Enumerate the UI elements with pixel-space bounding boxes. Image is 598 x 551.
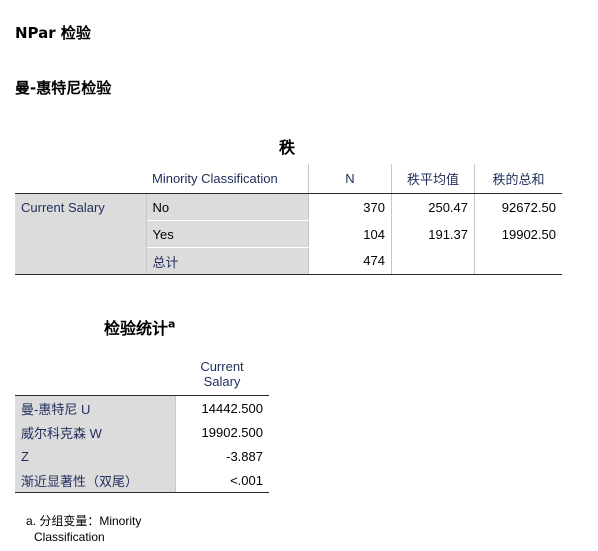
test-stats-title-text: 检验统计 xyxy=(104,319,169,338)
stat-value: -3.887 xyxy=(226,448,263,464)
header-empty-cell xyxy=(15,164,146,194)
n-value: 370 xyxy=(308,193,392,221)
stat-value: 14442.500 xyxy=(201,400,263,416)
ranks-table-title: 秩 xyxy=(279,138,296,157)
header-current-salary-cell: Current Salary xyxy=(175,352,269,396)
test-stats-table[interactable]: Current Salary 曼-惠特尼 U 14442.500 威尔科克森 W… xyxy=(15,352,269,493)
test-stats-title: 检验统计a xyxy=(104,315,175,339)
stat-label: 曼-惠特尼 U xyxy=(15,395,176,420)
total-label: 总计 xyxy=(146,247,309,275)
mean-rank-value: 250.47 xyxy=(391,193,475,221)
header-line: Current xyxy=(200,358,244,374)
table-row: 渐近显著性（双尾） <.001 xyxy=(15,468,269,493)
test-subtitle: 曼-惠特尼检验 xyxy=(15,79,112,97)
output-title: NPar 检验 xyxy=(15,24,91,42)
n-value: 104 xyxy=(308,220,392,248)
header-group-cell: Minority Classification xyxy=(146,164,309,194)
header-empty-cell xyxy=(15,352,175,396)
table-row: Z -3.887 xyxy=(15,444,269,468)
footnote-line: a. 分组变量：Minority xyxy=(26,514,142,528)
header-sum-ranks-cell: 秩的总和 xyxy=(474,164,562,194)
stat-value: <.001 xyxy=(175,468,269,493)
n-value: 474 xyxy=(308,247,392,275)
stat-label: Z xyxy=(15,444,176,468)
header-line: Salary xyxy=(203,373,241,389)
header-n-cell: N xyxy=(308,164,392,194)
stat-label: 威尔科克森 W xyxy=(15,420,176,444)
stat-label: 渐近显著性（双尾） xyxy=(15,468,176,493)
table-row-total: 总计 474 xyxy=(15,247,562,275)
sum-ranks-value xyxy=(474,247,562,275)
footnote-line: Classification xyxy=(34,530,105,544)
stat-value: 19902.500 xyxy=(201,424,263,440)
variable-spacer xyxy=(15,220,147,248)
table-row: Yes 104 191.37 19902.50 xyxy=(15,220,562,248)
table-row: 威尔科克森 W 19902.500 xyxy=(15,420,269,444)
mean-rank-value xyxy=(391,247,475,275)
ranks-header-row: Minority Classification N 秩平均值 秩的总和 xyxy=(15,164,562,194)
variable-spacer xyxy=(15,247,147,275)
group-label: Yes xyxy=(146,220,309,248)
group-label: No xyxy=(146,193,309,221)
table-row: 曼-惠特尼 U 14442.500 xyxy=(15,395,269,420)
sum-ranks-value: 19902.50 xyxy=(501,226,556,242)
test-stats-header-row: Current Salary xyxy=(15,352,269,396)
footnote: a. 分组变量：Minority Classification xyxy=(26,513,141,545)
header-mean-rank-cell: 秩平均值 xyxy=(391,164,475,194)
ranks-table[interactable]: Minority Classification N 秩平均值 秩的总和 Curr… xyxy=(15,164,562,275)
sum-ranks-value: 92672.50 xyxy=(501,199,556,215)
variable-label: Current Salary xyxy=(15,193,147,221)
table-row: Current Salary No 370 250.47 92672.50 xyxy=(15,193,562,221)
mean-rank-value: 191.37 xyxy=(391,220,475,248)
footnote-marker: a xyxy=(168,317,176,331)
